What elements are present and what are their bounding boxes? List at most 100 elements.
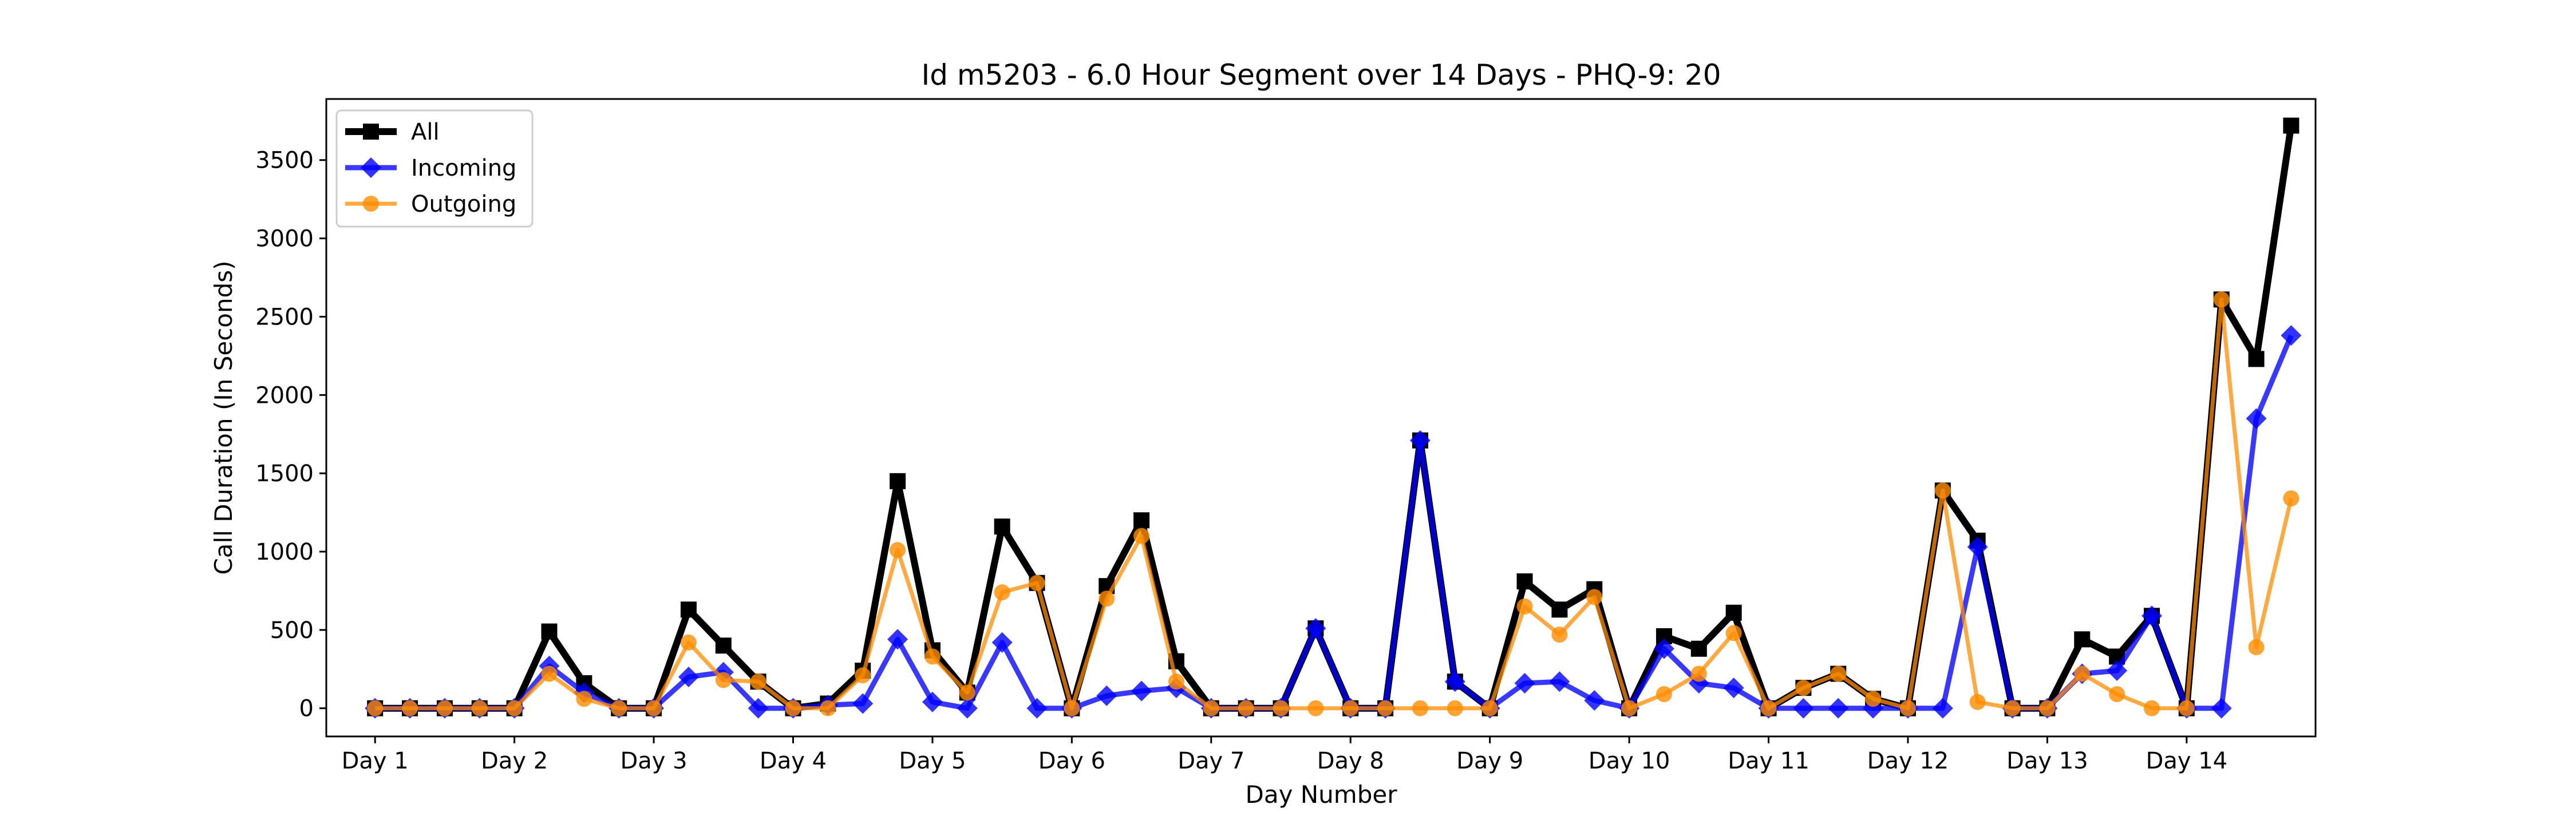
data-point-incoming — [2107, 660, 2128, 682]
data-point-outgoing — [1133, 528, 1150, 544]
data-point-all — [715, 637, 732, 654]
data-point-outgoing — [1064, 700, 1080, 716]
data-point-outgoing — [785, 700, 801, 716]
data-point-incoming — [1653, 638, 1674, 659]
data-point-outgoing — [959, 684, 975, 701]
data-point-incoming — [1131, 680, 1152, 702]
legend-label-all: All — [411, 119, 440, 145]
data-point-outgoing — [1099, 591, 1115, 607]
data-point-outgoing — [2283, 490, 2300, 506]
y-tick-label: 500 — [270, 617, 314, 644]
data-point-outgoing — [1238, 700, 1254, 716]
axes: 0 500 1000 1500 2000 2500 3000 3500 Day 1 Day 2 Da… — [255, 148, 2227, 774]
x-tick-label: Day 8 — [1317, 748, 1384, 774]
data-point-incoming — [1584, 690, 1605, 711]
y-tick-label: 1500 — [255, 461, 314, 487]
data-point-outgoing — [1586, 589, 1603, 605]
legend-label-incoming: Incoming — [411, 155, 516, 181]
data-point-outgoing — [1029, 575, 1045, 591]
data-point-incoming — [1723, 678, 1744, 699]
y-tick-label: 2500 — [255, 304, 314, 330]
data-point-incoming — [2281, 325, 2302, 346]
data-point-incoming — [1409, 430, 1431, 451]
data-point-incoming — [1444, 671, 1465, 692]
data-point-outgoing — [1760, 700, 1777, 716]
data-point-outgoing — [994, 584, 1010, 601]
data-point-outgoing — [1899, 700, 1916, 716]
data-point-outgoing — [367, 700, 384, 716]
x-tick-label: Day 6 — [1038, 748, 1105, 774]
data-point-outgoing — [1481, 700, 1498, 716]
data-point-all — [2248, 351, 2265, 367]
y-axis-title: Call Duration (In Seconds) — [210, 260, 238, 575]
data-point-all — [890, 473, 906, 489]
data-point-outgoing — [611, 700, 627, 716]
data-point-outgoing — [2213, 291, 2230, 308]
legend-label-outgoing: Outgoing — [411, 191, 516, 217]
x-tick-label: Day 3 — [620, 748, 687, 774]
data-point-outgoing — [506, 700, 523, 716]
data-point-outgoing — [402, 700, 418, 716]
data-point-outgoing — [1830, 665, 1847, 682]
x-tick-label: Day 9 — [1456, 748, 1523, 774]
data-point-outgoing — [1412, 700, 1428, 716]
data-point-outgoing — [1342, 700, 1359, 716]
data-point-outgoing — [1551, 627, 1568, 643]
data-point-incoming — [1514, 672, 1535, 694]
legend-marker-incoming — [361, 157, 381, 178]
data-point-incoming — [991, 632, 1013, 653]
data-point-incoming — [1932, 698, 1953, 719]
data-point-all — [680, 601, 697, 618]
data-point-outgoing — [2039, 700, 2056, 716]
data-point-incoming — [748, 698, 769, 719]
data-point-outgoing — [1725, 625, 1742, 641]
data-point-incoming — [2211, 698, 2232, 719]
data-point-outgoing — [1516, 598, 1533, 615]
data-point-outgoing — [646, 700, 662, 716]
data-point-outgoing — [1934, 482, 1951, 499]
data-point-outgoing — [576, 691, 592, 707]
x-tick-label: Day 11 — [1728, 748, 1809, 774]
data-point-incoming — [2246, 408, 2267, 429]
data-point-outgoing — [471, 700, 488, 716]
data-point-outgoing — [820, 700, 836, 716]
x-tick-label: Day 2 — [481, 748, 548, 774]
data-point-outgoing — [1795, 680, 1812, 696]
data-point-all — [1551, 601, 1568, 618]
data-point-outgoing — [924, 648, 941, 665]
x-tick-label: Day 5 — [899, 748, 966, 774]
data-point-outgoing — [855, 667, 871, 684]
data-point-outgoing — [2074, 665, 2091, 682]
data-point-outgoing — [1690, 665, 1707, 682]
series-line-outgoing — [375, 297, 2293, 711]
y-tick-label: 0 — [299, 696, 314, 722]
x-tick-label: Day 14 — [2146, 748, 2228, 774]
data-point-all — [1516, 573, 1533, 590]
data-point-outgoing — [1447, 700, 1463, 716]
data-point-incoming — [678, 666, 699, 687]
data-point-outgoing — [1168, 674, 1184, 690]
data-point-outgoing — [2143, 700, 2160, 716]
data-point-outgoing — [1377, 700, 1394, 716]
data-point-all — [1725, 604, 1742, 621]
data-point-incoming — [852, 693, 874, 714]
data-point-outgoing — [1656, 686, 1672, 703]
x-axis-title: Day Number — [1245, 781, 1397, 809]
x-tick-label: Day 13 — [2006, 748, 2088, 774]
data-point-outgoing — [750, 674, 767, 690]
data-point-outgoing — [1203, 700, 1219, 716]
legend-frame — [335, 109, 534, 228]
x-tick-label: Day 1 — [342, 748, 409, 774]
legend: All Incoming Outgoing — [335, 109, 534, 228]
data-point-incoming — [1793, 698, 1814, 719]
series-outgoing — [367, 291, 2300, 716]
data-point-incoming — [1305, 618, 1326, 639]
y-tick-label: 2000 — [255, 382, 314, 409]
legend-marker-all — [363, 124, 379, 140]
data-point-incoming — [922, 691, 943, 712]
data-point-outgoing — [1969, 694, 1986, 710]
plot-area — [365, 117, 2302, 719]
data-point-outgoing — [1865, 691, 1882, 707]
data-point-incoming — [1549, 671, 1570, 692]
